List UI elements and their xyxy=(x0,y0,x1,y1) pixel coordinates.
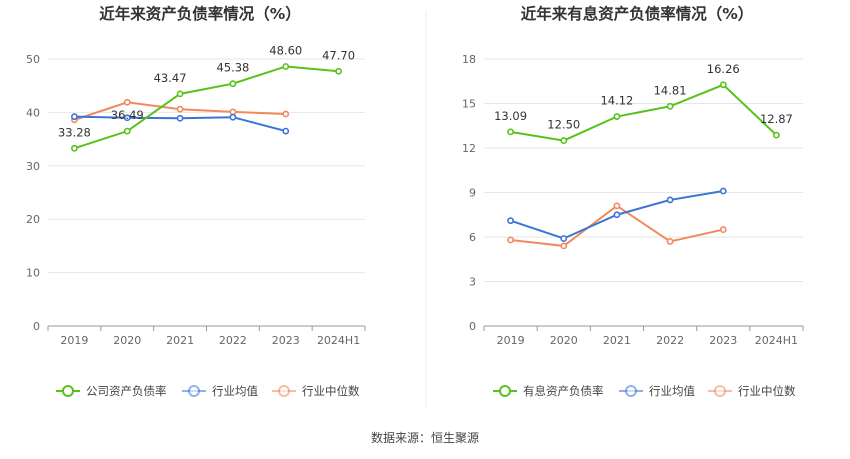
data-point-industry_median xyxy=(666,238,674,245)
legend-swatch-marker-company xyxy=(499,385,511,397)
data-point-company xyxy=(507,128,514,136)
data-point-industry_median xyxy=(560,242,568,250)
data-point-company xyxy=(282,63,290,70)
data-point-company xyxy=(71,144,78,152)
data-label: 14.81 xyxy=(654,83,687,97)
data-point-industry_median xyxy=(507,236,514,244)
legend-label-industry_median: 行业中位数 xyxy=(302,384,360,398)
y-tick-label: 40 xyxy=(26,106,40,119)
data-point-industry_median xyxy=(176,105,184,113)
data-point-company xyxy=(335,67,342,75)
y-tick-label: 0 xyxy=(33,320,40,333)
data-point-industry_median xyxy=(613,202,621,210)
y-tick-label: 9 xyxy=(469,187,476,200)
data-label: 48.60 xyxy=(269,43,302,57)
x-tick-label: 2022 xyxy=(656,334,684,347)
x-tick-label: 2023 xyxy=(272,334,300,347)
chart-title: 近年来资产负债率情况（%） xyxy=(99,4,301,23)
x-tick-label: 2022 xyxy=(219,334,247,347)
data-point-industry_avg xyxy=(71,113,78,121)
data-point-company xyxy=(773,131,780,139)
legend-swatch-marker-industry_median xyxy=(714,385,726,397)
series-line-company xyxy=(510,83,778,142)
data-point-company xyxy=(229,80,237,88)
interest-bearing-debt-ratio-chart: 近年来有息资产负债率情况（%） 0 3 6 9 12 15 18 2019 2020 2021 202… xyxy=(462,4,804,398)
legend-label-industry_median: 行业中位数 xyxy=(738,384,796,398)
data-point-industry_avg xyxy=(719,187,727,195)
x-tick-label: 2021 xyxy=(166,334,194,347)
x-tick-label: 2019 xyxy=(497,334,525,347)
y-tick-label: 20 xyxy=(26,213,40,226)
y-tick-label: 18 xyxy=(462,53,476,66)
data-point-industry_median xyxy=(123,98,131,106)
data-point-industry_avg xyxy=(282,127,290,135)
data-label: 16.26 xyxy=(707,62,740,76)
legend-label-industry_avg: 行业均值 xyxy=(212,384,258,398)
legend-label-industry_avg: 行业均值 xyxy=(649,384,695,398)
data-point-industry_avg xyxy=(176,114,184,122)
data-point-industry_avg xyxy=(123,114,131,122)
data-point-company xyxy=(176,90,184,98)
data-point-company xyxy=(719,81,727,89)
x-tick-label: 2019 xyxy=(60,334,88,347)
data-source: 数据来源：恒生聚源 xyxy=(371,430,479,445)
data-point-industry_avg xyxy=(613,211,621,219)
legend-swatch-marker-industry_median xyxy=(278,385,290,397)
data-label: 12.50 xyxy=(547,118,580,132)
y-tick-label: 3 xyxy=(469,276,476,289)
x-tick-label: 2020 xyxy=(550,334,578,347)
data-point-industry_avg xyxy=(229,113,237,121)
y-tick-label: 6 xyxy=(469,231,476,244)
data-label: 14.12 xyxy=(600,94,633,108)
data-point-industry_median xyxy=(719,226,727,233)
x-tick-label: 2020 xyxy=(113,334,141,347)
data-label: 45.38 xyxy=(216,61,249,75)
legend-label-company: 有息资产负债率 xyxy=(523,384,604,398)
y-tick-label: 12 xyxy=(462,142,476,155)
data-label: 47.70 xyxy=(322,48,355,62)
data-point-company xyxy=(613,113,621,120)
data-point-company xyxy=(666,102,674,110)
legend-label-company: 公司资产负债率 xyxy=(86,384,167,398)
data-label: 43.47 xyxy=(154,71,187,85)
debt-ratio-chart: 近年来资产负债率情况（%） 0 10 20 30 40 50 2019 2020 2021 2022… xyxy=(26,4,366,398)
chart-title: 近年来有息资产负债率情况（%） xyxy=(521,4,754,23)
legend-swatch-marker-industry_avg xyxy=(625,385,637,397)
data-label: 33.28 xyxy=(58,125,91,139)
y-tick-label: 50 xyxy=(26,53,40,66)
data-label: 12.87 xyxy=(760,112,793,126)
y-tick-label: 30 xyxy=(26,160,40,173)
data-label: 36.49 xyxy=(111,108,144,122)
data-point-industry_avg xyxy=(560,235,568,242)
data-point-industry_avg xyxy=(507,217,514,225)
data-point-company xyxy=(123,127,131,135)
x-tick-label: 2024H1 xyxy=(317,334,360,347)
data-point-industry_avg xyxy=(666,196,674,204)
y-tick-label: 15 xyxy=(462,98,476,111)
data-point-company xyxy=(560,137,568,144)
data-point-industry_median xyxy=(282,110,290,118)
legend-swatch-marker-industry_avg xyxy=(188,385,200,397)
x-tick-label: 2023 xyxy=(709,334,737,347)
y-tick-label: 0 xyxy=(469,320,476,333)
x-tick-label: 2021 xyxy=(603,334,631,347)
x-tick-label: 2024H1 xyxy=(755,334,798,347)
y-tick-label: 10 xyxy=(26,267,40,280)
data-point-industry_median xyxy=(229,108,237,116)
legend-swatch-marker-company xyxy=(62,385,74,397)
series-line-company xyxy=(74,65,339,150)
data-label: 13.09 xyxy=(494,109,527,123)
